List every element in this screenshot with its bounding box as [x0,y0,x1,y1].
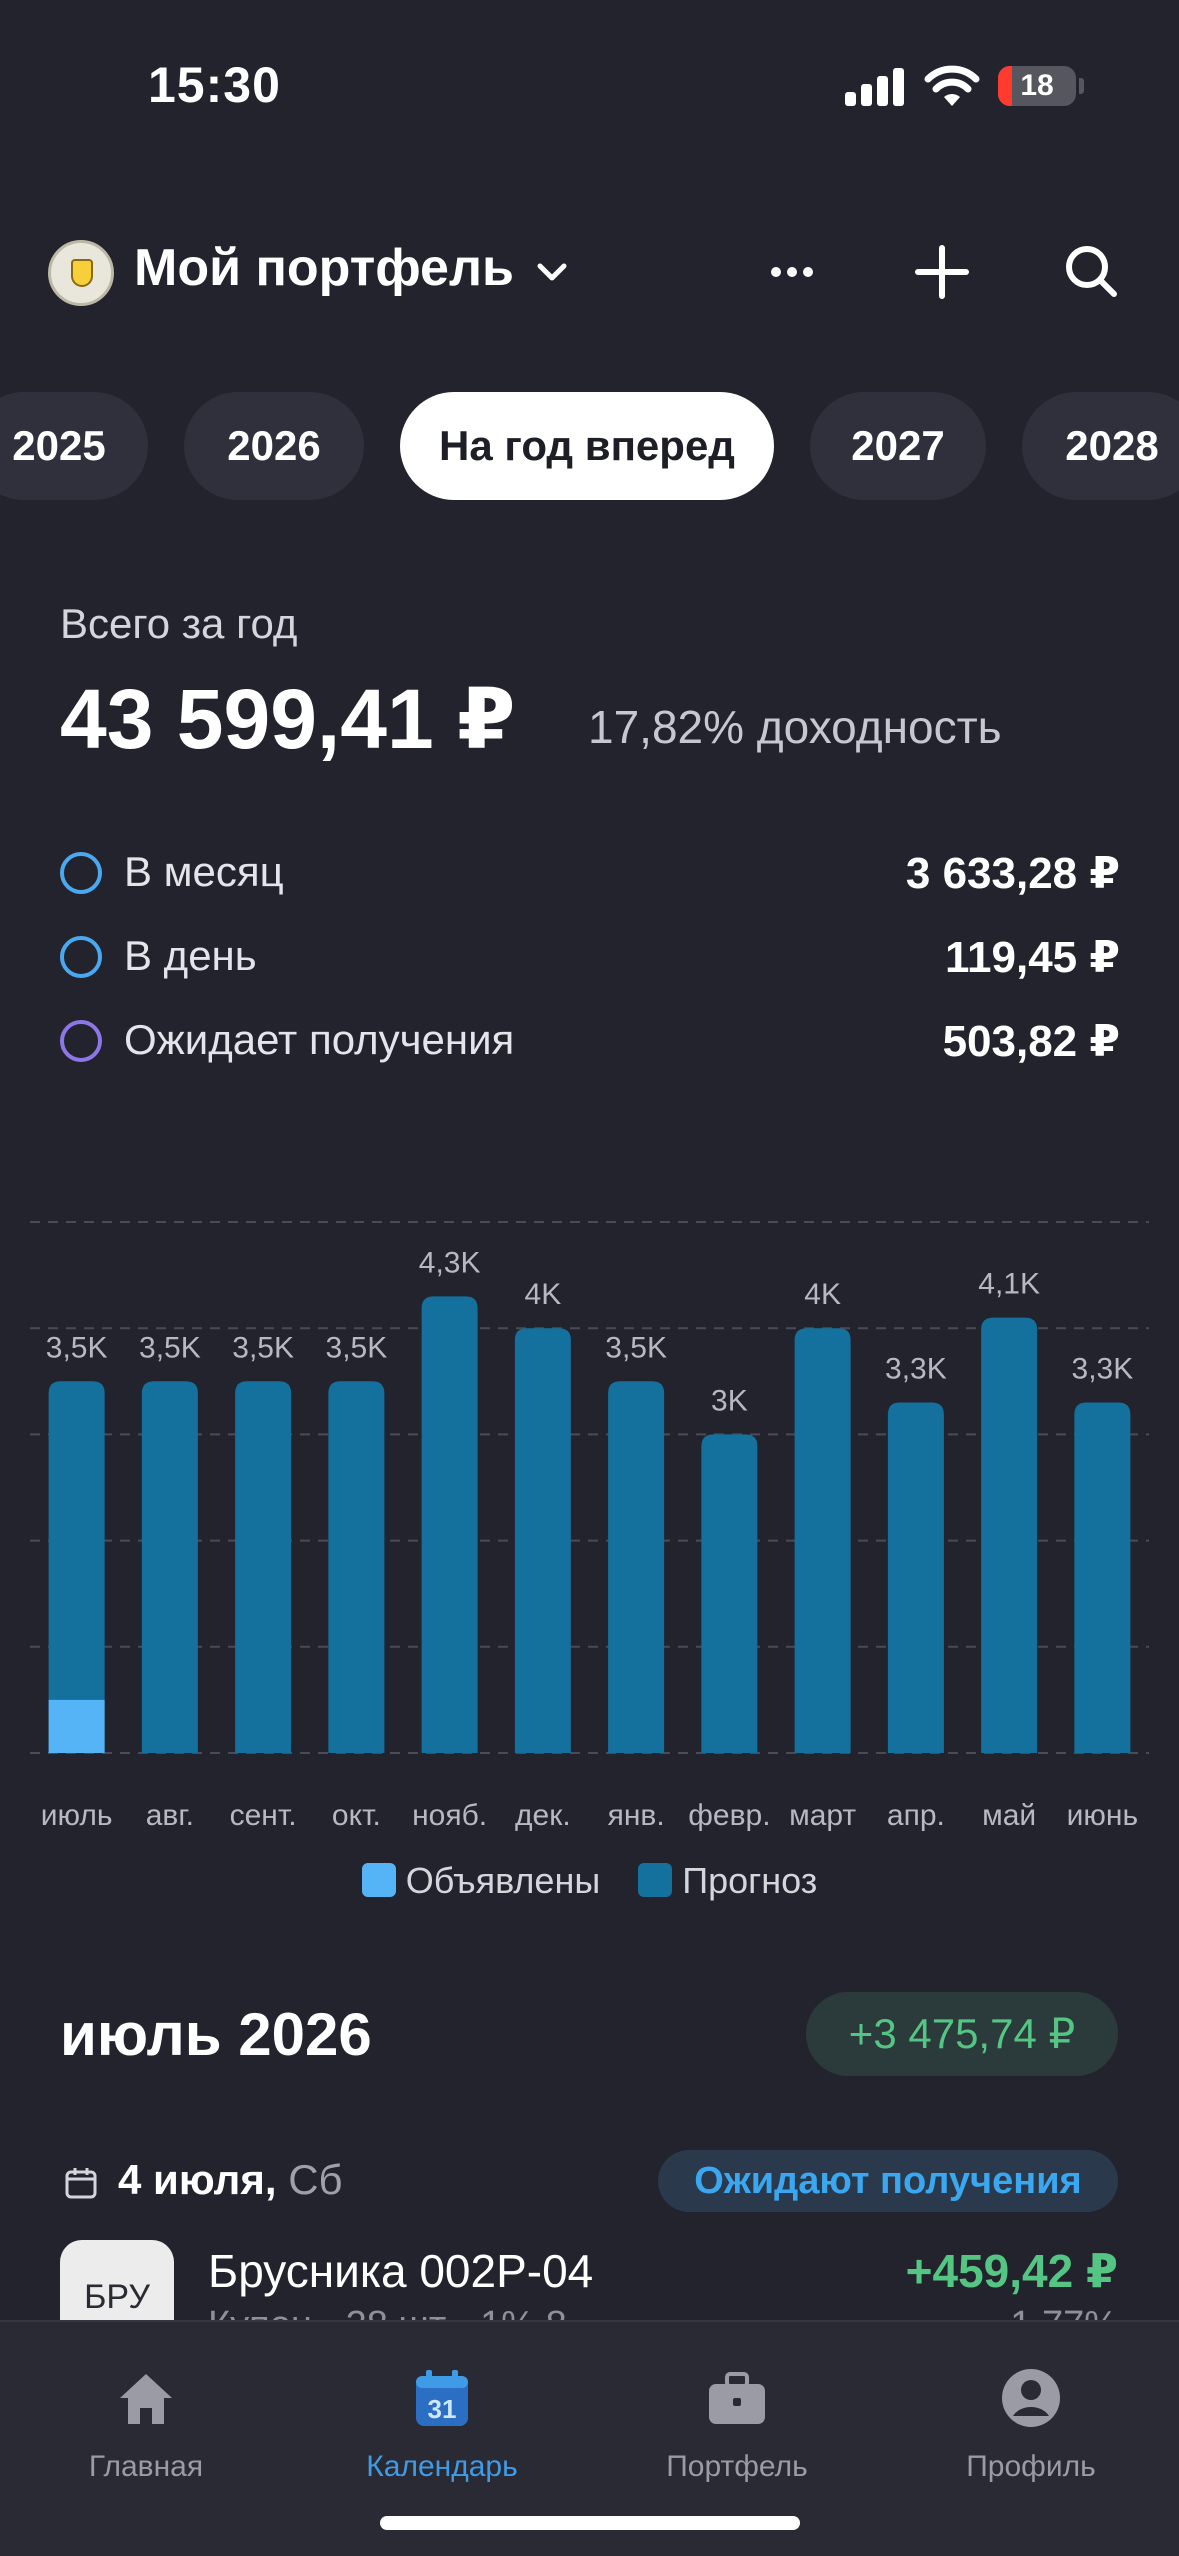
bar-data-label: 3,5K [139,1331,201,1364]
category-label: июль [41,1799,113,1832]
stat-row-pending: Ожидает получения 503,82 ₽ [60,1012,1120,1072]
category-label: нояб. [412,1799,487,1832]
stat-value: 119,45 ₽ [945,933,1120,982]
bond-name[interactable]: Брусника 002P-04 [208,2245,594,2297]
tab-home[interactable]: Главная [26,2342,266,2483]
bar-data-label: 4K [525,1278,562,1311]
tab-label: Календарь [366,2450,518,2483]
add-icon[interactable] [904,234,980,310]
tab-label: Портфель [666,2450,808,2483]
year-pill-2028[interactable]: 2028 [1022,392,1179,500]
month-total-badge: +3 475,74 ₽ [806,1992,1118,2076]
bar-forecast [887,1402,944,1753]
cellular-signal-icon [845,66,905,106]
bar-forecast [48,1381,105,1753]
bar-data-label: 3,5K [46,1331,108,1364]
bar-forecast [701,1434,758,1753]
bar-data-label: 4,3K [419,1246,481,1279]
payments-chart: 3,5K июль 3,5K авг. 3,5K сент. 3,5K окт. 4,3K ноя… [0,1180,1179,1900]
legend-item-forecast: Прогноз [638,1860,817,1902]
stat-row-day: В день 119,45 ₽ [60,928,1120,988]
battery-level: 18 [1020,69,1054,102]
circle-icon [60,852,102,894]
summary-yield: 17,82% доходность [588,701,1002,753]
chart-legend: Объявлены Прогноз [0,1860,1179,1920]
legend-label: Объявлены [405,1860,601,1901]
month-title: июль 2026 [60,2001,372,2068]
svg-text:31: 31 [428,2394,457,2424]
category-label: сент. [230,1799,297,1832]
calendar-icon: 31 [416,2370,468,2426]
bar-forecast [235,1381,292,1753]
category-label: июнь [1067,1799,1138,1832]
bar-forecast [141,1381,198,1753]
summary-label: Всего за год [60,600,298,647]
stat-value: 503,82 ₽ [942,1017,1120,1066]
bar-data-label: 4,1K [978,1268,1040,1301]
briefcase-icon [709,2372,765,2424]
year-pill-2026[interactable]: 2026 [184,392,364,500]
more-icon[interactable] [754,234,830,310]
stat-label: В месяц [124,848,284,895]
bond-amount: +459,42 ₽ [905,2245,1118,2297]
category-label: февр. [688,1799,770,1832]
category-label: март [789,1799,856,1832]
calendar-small-icon [65,2168,97,2199]
tab-calendar[interactable]: 31 Календарь [322,2342,562,2483]
bar-forecast [328,1381,385,1753]
portfolio-header: Мой портфель [0,220,1179,320]
bar-forecast [514,1328,571,1753]
profile-icon [1002,2369,1060,2427]
status-time: 15:30 [148,57,281,113]
year-selector: 2025 2026 На год вперед 2027 2028 [0,392,1179,502]
bar-data-label: 3K [711,1384,748,1417]
chevron-down-icon[interactable] [530,250,574,294]
portfolio-title[interactable]: Мой портфель [134,239,514,297]
year-pill-2027[interactable]: 2027 [810,392,986,500]
tab-profile[interactable]: Профиль [911,2342,1151,2483]
bar-forecast [608,1381,665,1753]
bar-data-label: 3,5K [232,1331,294,1364]
stat-label: Ожидает получения [124,1016,515,1063]
search-icon[interactable] [1054,234,1130,310]
summary-total: 43 599,41 ₽ [60,672,516,766]
stat-row-month: В месяц 3 633,28 ₽ [60,844,1120,904]
tab-portfolio[interactable]: Портфель [617,2342,857,2483]
circle-icon [60,936,102,978]
legend-item-declared: Объявлены [361,1860,601,1902]
bar-data-label: 3,5K [326,1331,388,1364]
wifi-icon [924,65,980,106]
category-label: авг. [146,1799,194,1832]
bar-forecast [981,1317,1038,1753]
bar-chart: 3,5K июль 3,5K авг. 3,5K сент. 3,5K окт. 4,3K ноя… [30,1221,1149,1832]
status-bar: 15:30 18 [0,0,1179,150]
bar-declared [48,1699,105,1753]
category-label: май [982,1799,1036,1832]
bar-data-label: 3,5K [605,1331,667,1364]
category-label: окт. [332,1799,381,1832]
bar-data-label: 4K [804,1278,841,1311]
battery-icon: 18 [998,66,1076,106]
bar-forecast [421,1296,478,1753]
stat-value: 3 633,28 ₽ [905,849,1120,898]
bar-data-label: 3,3K [1072,1353,1134,1386]
legend-label: Прогноз [682,1860,818,1901]
year-pill-2025[interactable]: 2025 [0,392,148,500]
category-label: дек. [515,1799,571,1832]
circle-icon [60,1020,102,1062]
tinkoff-emblem-icon [48,240,114,306]
category-label: апр. [887,1799,945,1832]
stat-label: В день [124,932,257,979]
payment-date: 4 июля, Сб [118,2156,343,2203]
tab-label: Профиль [966,2450,1096,2483]
category-label: янв. [608,1799,665,1832]
bar-forecast [1074,1402,1131,1753]
tab-label: Главная [88,2450,204,2483]
bar-data-label: 3,3K [885,1353,947,1386]
home-indicator [380,2516,800,2530]
year-pill-next-year[interactable]: На год вперед [400,392,774,500]
home-icon [120,2374,172,2424]
bar-forecast [794,1328,851,1753]
awaiting-badge: Ожидают получения [658,2150,1118,2212]
